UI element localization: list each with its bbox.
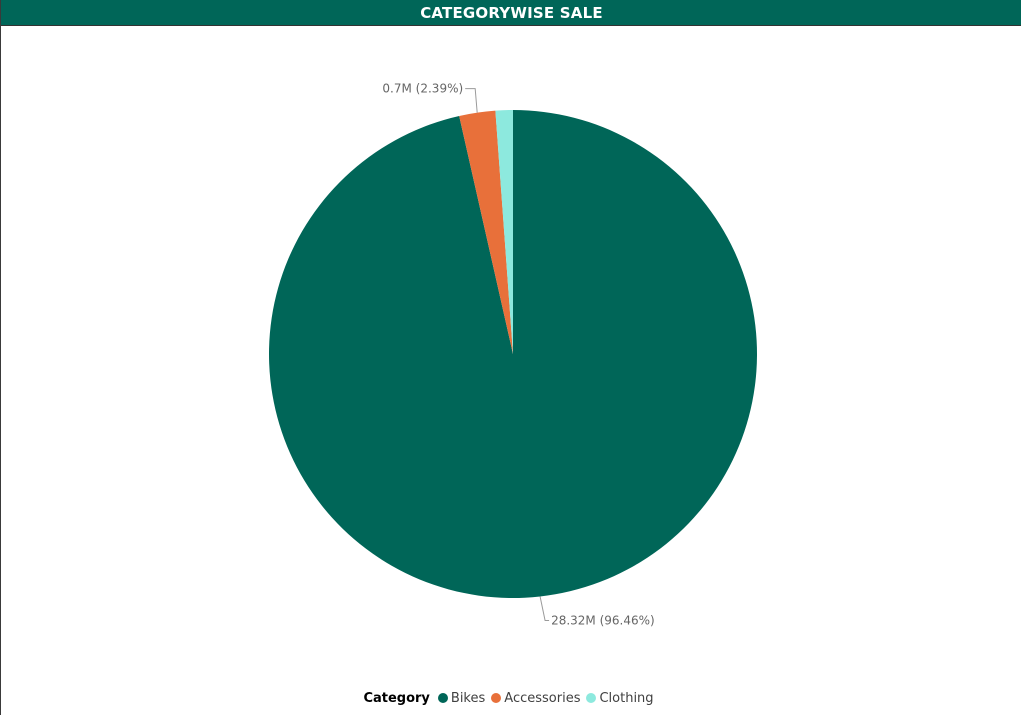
- legend-item-clothing[interactable]: Clothing: [586, 690, 654, 706]
- leader-line-bikes: [539, 596, 550, 621]
- pie-slice-clothing[interactable]: [495, 110, 513, 354]
- data-label-bikes: 28.32M (96.46%): [551, 613, 655, 627]
- leader-line-accessories: [465, 88, 478, 113]
- chart-title: CATEGORYWISE SALE: [420, 3, 603, 22]
- legend-label-bikes: Bikes: [450, 690, 486, 706]
- legend-dot-accessories: [491, 693, 502, 703]
- legend-title: Category: [363, 690, 430, 706]
- legend-dot-bikes: [437, 693, 448, 703]
- legend: Category Bikes Accessories Clothing: [1, 688, 1021, 708]
- chart-title-bar: CATEGORYWISE SALE: [1, 0, 1021, 26]
- legend-item-accessories[interactable]: Accessories: [491, 691, 580, 706]
- data-label-accessories: 0.7M (2.39%): [382, 82, 463, 96]
- legend-item-bikes[interactable]: Bikes: [437, 690, 486, 706]
- legend-label-accessories: Accessories: [504, 690, 581, 706]
- legend-label-clothing: Clothing: [599, 690, 654, 706]
- pie-slice-accessories[interactable]: [459, 110, 513, 354]
- legend-dot-clothing: [586, 693, 597, 703]
